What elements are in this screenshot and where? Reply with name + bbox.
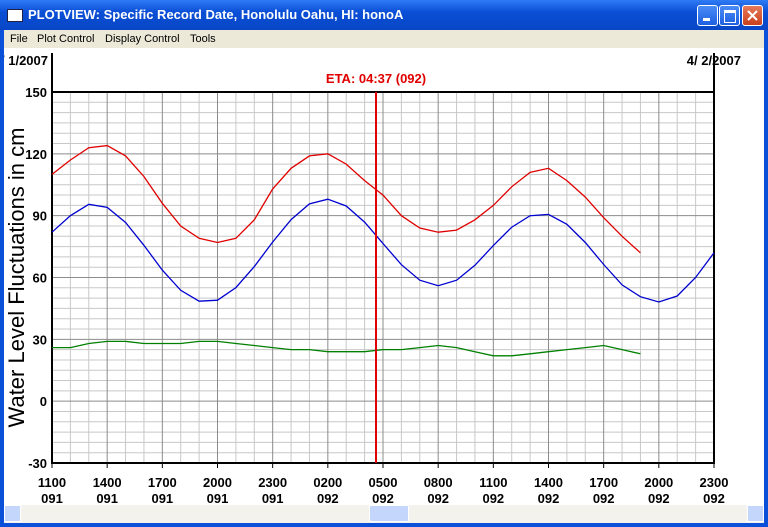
x-tick-label: 1700 [148,475,177,490]
maximize-button[interactable] [719,5,740,26]
x-tick-label: 1400 [93,475,122,490]
menu-item[interactable]: File [10,33,28,45]
x-tick-sublabel: 092 [648,491,670,505]
chart: -300306090120150110009114000911700091200… [0,53,741,506]
x-tick-label: 1700 [589,475,618,490]
x-tick-sublabel: 091 [151,491,173,505]
x-tick-label: 2000 [203,475,232,490]
y-tick-label: 0 [40,394,47,409]
x-tick-label: 2300 [700,475,729,490]
y-tick-label: 60 [33,271,47,286]
y-tick-label: 30 [33,332,47,347]
x-tick-sublabel: 091 [96,491,118,505]
x-tick-sublabel: 091 [41,491,63,505]
scroll-right[interactable] [747,505,764,522]
x-tick-label: 1100 [38,475,66,490]
app-icon [7,9,23,22]
y-tick-label: 150 [25,85,47,100]
series-line [52,340,641,357]
plot-panel: -30 0 30 60 90 120 150 1100 091 1400 091 1700 091 200… [0,48,764,506]
window-title: PLOTVIEW: Specific Record Date, Honolulu… [28,7,404,22]
minimize-button[interactable] [697,5,718,26]
x-tick-sublabel: 092 [593,491,615,505]
date-label: 4/ 2/2007 [687,53,741,68]
x-tick-sublabel: 092 [317,491,339,505]
y-tick-label: 120 [25,147,47,162]
y-tick-label: 90 [33,209,47,224]
series-line [51,198,715,303]
date-label: 4/ 1/2007 [4,53,48,68]
x-tick-label: 1100 [479,475,507,490]
menu-item[interactable]: Tools [190,33,216,45]
title-bar: PLOTVIEW: Specific Record Date, Honolulu… [0,0,768,30]
close-button[interactable] [742,5,763,26]
x-tick-label: 0200 [313,475,342,490]
scroll-thumb[interactable] [369,505,409,522]
x-tick-label: 0500 [369,475,398,490]
x-tick-label: 0800 [424,475,453,490]
x-tick-sublabel: 092 [427,491,449,505]
close-icon [747,10,758,21]
x-tick-sublabel: 092 [372,491,394,505]
horizontal-scrollbar[interactable] [4,505,764,523]
scroll-left[interactable] [4,505,21,522]
eta-label: ETA: 04:37 (092) [326,71,426,86]
menu-bar: File Plot Control Display Control Tools [4,30,764,48]
menu-item[interactable]: Plot Control [37,33,95,45]
x-tick-sublabel: 092 [538,491,560,505]
plot-frame [51,91,715,464]
y-tick-label: -30 [28,456,47,471]
x-tick-sublabel: 092 [482,491,504,505]
series-line [51,144,641,254]
x-tick-sublabel: 091 [262,491,284,505]
y-axis-title: Water Level Fluctuations in cm [4,128,29,428]
x-tick-sublabel: 091 [207,491,229,505]
x-tick-label: 1400 [534,475,563,490]
x-tick-label: 2000 [644,475,673,490]
menu-item[interactable]: Display Control [105,33,180,45]
x-tick-sublabel: 092 [703,491,725,505]
x-tick-label: 2300 [258,475,287,490]
